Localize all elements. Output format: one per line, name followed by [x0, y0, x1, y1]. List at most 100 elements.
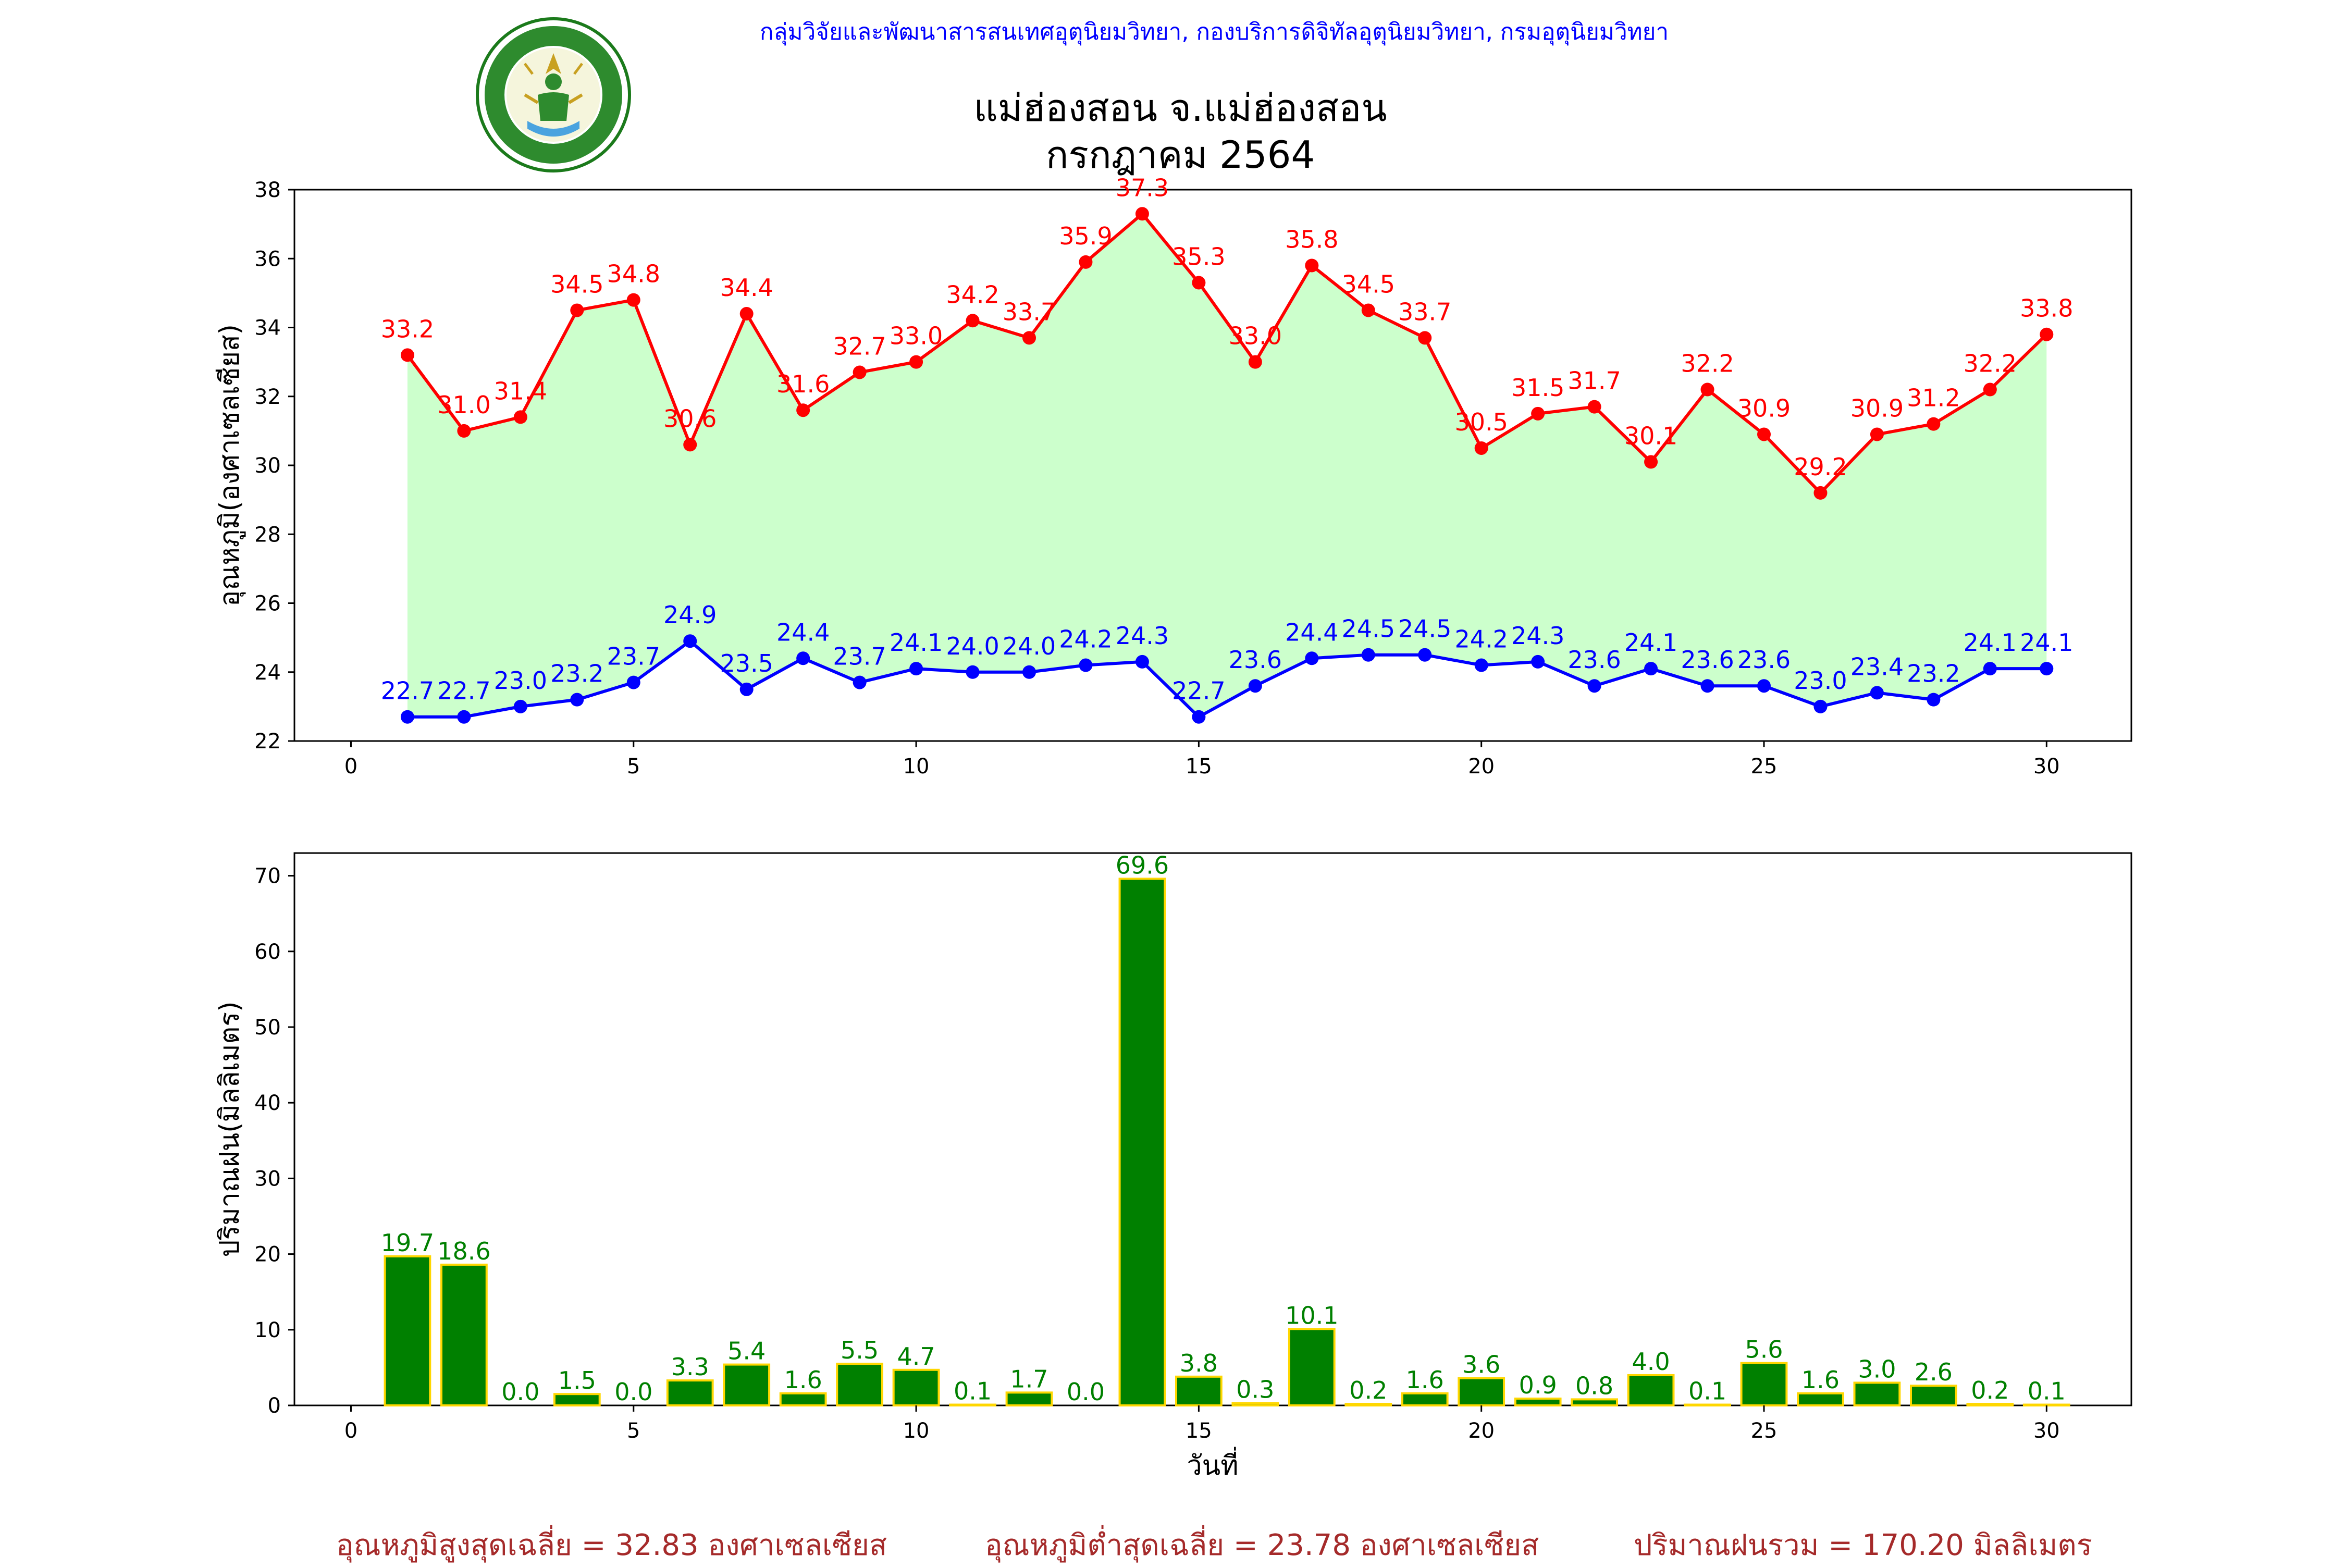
temperature-y-tick-label-4: 30: [254, 454, 281, 478]
max-temperature-label: 32.2: [1681, 350, 1734, 378]
rainfall-bar: [1514, 1397, 1562, 1406]
min-temperature-label: 24.5: [1342, 615, 1395, 643]
rainfall-x-tick-label-3: 15: [1186, 1419, 1212, 1443]
rainfall-plot-area: [293, 852, 2132, 1406]
min-temperature-label: 23.6: [1568, 646, 1621, 674]
max-temperature-label: 35.3: [1172, 243, 1225, 271]
temperature-range-fill: [407, 214, 2047, 717]
max-temperature-label: 31.6: [776, 370, 830, 398]
max-temperature-point: [1927, 417, 1941, 431]
rainfall-label: 19.7: [381, 1229, 434, 1257]
min-temperature-point: [1079, 658, 1093, 672]
min-temperature-point: [1983, 662, 1997, 676]
max-temperature-label: 31.2: [1907, 384, 1960, 412]
rainfall-x-tick-label-1: 5: [627, 1419, 640, 1443]
max-temperature-point: [796, 403, 810, 417]
min-temperature-point: [853, 675, 867, 689]
min-temperature-point: [683, 634, 697, 648]
rainfall-y-tick-label-6: 60: [254, 940, 281, 964]
rainfall-y-tick-label-3: 30: [254, 1167, 281, 1191]
max-temperature-label: 30.6: [663, 404, 717, 433]
min-temperature-point: [1305, 651, 1319, 665]
max-temperature-label: 33.8: [2020, 294, 2073, 323]
min-temperature-point: [1361, 648, 1375, 662]
rainfall-label: 3.8: [1180, 1349, 1218, 1377]
min-temperature-point: [457, 710, 471, 724]
temperature-x-tick-label-5: 25: [1751, 755, 1778, 779]
min-temperature-point: [1135, 655, 1149, 669]
rainfall-bar: [1797, 1392, 1844, 1406]
max-temperature-label: 30.5: [1454, 408, 1508, 436]
rainfall-bar: [1627, 1374, 1675, 1406]
rainfall-label: 0.1: [2028, 1377, 2066, 1405]
min-temperature-point: [1813, 699, 1828, 713]
rainfall-bar: [553, 1393, 601, 1407]
rainfall-label: 3.3: [671, 1353, 709, 1381]
rainfall-chart: ปริมาณฝน(มิลลิเมตร) วันที่ 0 5 10 15 20 25 300…: [214, 851, 2132, 1481]
min-temperature-point: [796, 651, 810, 665]
min-temperature-label: 24.3: [1116, 622, 1169, 650]
footer-avg-min: อุณหภูมิต่ำสุดเฉลี่ย = 23.78 องศาเซลเซีย…: [985, 1528, 1539, 1562]
max-temperature-label: 34.5: [1342, 270, 1395, 298]
max-temperature-point: [909, 355, 923, 369]
temperature-lines: [406, 212, 2048, 719]
temperature-x-tick-label-2: 10: [903, 755, 930, 779]
max-temperature-label: 34.4: [720, 274, 773, 302]
temperature-y-tick-label-6: 34: [254, 316, 281, 340]
rainfall-x-tick-label-6: 30: [2033, 1419, 2060, 1443]
rainfall-bar: [836, 1363, 883, 1406]
max-temperature-point: [1700, 382, 1714, 397]
temperature-x-tick-label-6: 30: [2033, 755, 2060, 779]
min-temperature-label: 23.2: [550, 660, 603, 688]
max-temperature-label: 30.1: [1624, 422, 1677, 450]
rainfall-bar: [440, 1263, 488, 1406]
rainfall-label: 1.5: [558, 1366, 596, 1394]
min-temperature-point: [2040, 662, 2054, 676]
min-temperature-label: 24.0: [1003, 632, 1056, 660]
min-temperature-point: [1531, 655, 1545, 669]
temperature-fill-area: [407, 214, 2047, 717]
rainfall-label: 1.6: [784, 1366, 822, 1394]
min-temperature-label: 23.2: [1907, 660, 1960, 688]
rainfall-bar: [1853, 1381, 1901, 1407]
max-temperature-point: [1192, 276, 1206, 290]
max-temperature-label: 34.2: [946, 280, 999, 308]
min-temperature-label: 23.6: [1737, 646, 1791, 674]
min-temperature-label: 24.9: [663, 601, 717, 629]
temperature-axes: 0 5 10 15 20 25 30 22 24 26 28 30 32 34 36 38: [254, 178, 2060, 779]
max-temperature-label: 32.7: [833, 332, 886, 360]
footer-avg-max: อุณหภูมิสูงสุดเฉลี่ย = 32.83 องศาเซลเซีย…: [336, 1528, 887, 1562]
rainfall-bar: [1005, 1391, 1053, 1407]
max-temperature-point: [1757, 427, 1771, 441]
max-temperature-label: 37.3: [1116, 174, 1169, 202]
max-temperature-line: [406, 212, 2048, 496]
temperature-y-tick-label-1: 24: [254, 661, 281, 685]
rainfall-bar: [1571, 1398, 1618, 1406]
rainfall-y-tick-label-5: 50: [254, 1016, 281, 1040]
max-temperature-label: 33.0: [1229, 322, 1282, 350]
max-temperature-label: 30.9: [1737, 394, 1791, 422]
max-temperature-label: 31.5: [1511, 374, 1564, 402]
max-temperature-point: [683, 438, 697, 452]
min-temperature-label: 23.6: [1229, 646, 1282, 674]
max-temperature-label: 31.4: [494, 377, 547, 405]
min-temperature-point: [1757, 679, 1771, 693]
rainfall-bar: [1966, 1403, 2014, 1407]
max-temperature-point: [1305, 258, 1319, 273]
max-temperature-label: 29.2: [1794, 453, 1847, 481]
max-temperature-point: [1531, 406, 1545, 421]
org-line: กลุ่มวิจัยและพัฒนาสารสนเทศอุตุนิยมวิทยา,…: [760, 19, 1669, 46]
temperature-x-tick-label-3: 15: [1186, 755, 1212, 779]
min-temperature-label: 23.6: [1681, 646, 1734, 674]
min-temperature-label: 24.2: [1454, 625, 1508, 653]
rainfall-label: 4.0: [1632, 1348, 1670, 1376]
rainfall-y-tick-label-7: 70: [254, 865, 281, 888]
max-temperature-point: [1474, 441, 1488, 455]
rainfall-bar: [1401, 1392, 1449, 1406]
rainfall-label: 5.6: [1745, 1336, 1783, 1364]
min-temperature-label: 23.7: [607, 643, 660, 671]
rainfall-label: 10.1: [1285, 1301, 1338, 1329]
min-temperature-point: [1644, 662, 1658, 676]
min-temperature-point: [1587, 679, 1601, 693]
